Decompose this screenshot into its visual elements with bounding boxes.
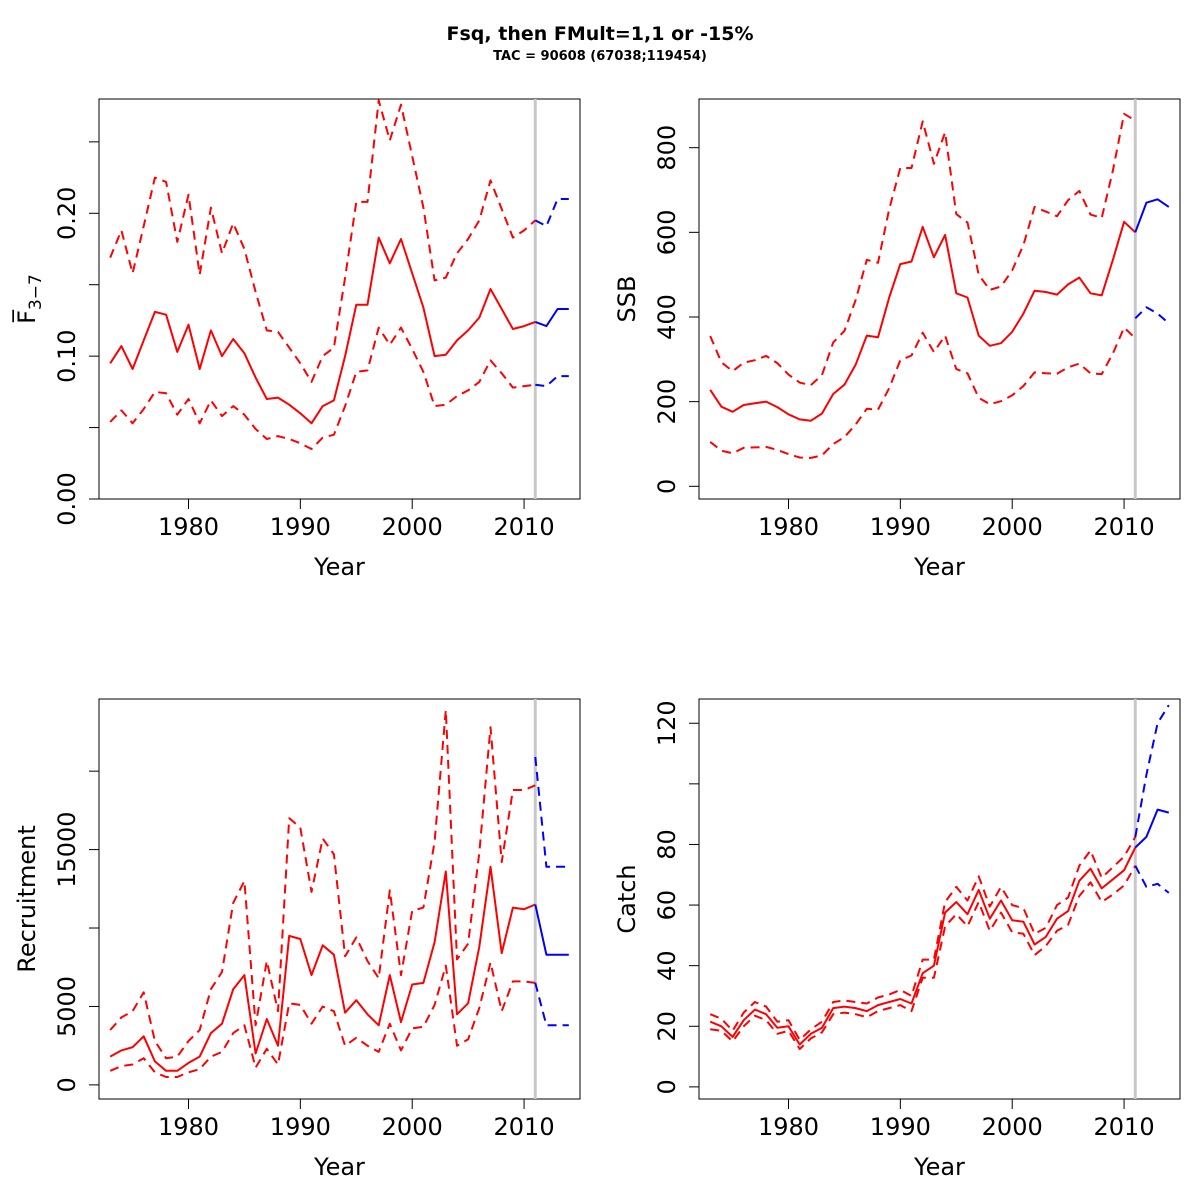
recruitment-x-tick-label: 2000 (382, 1113, 443, 1141)
ssb-plot-frame (698, 98, 1181, 500)
f-y-tick-label: 0.10 (53, 329, 81, 382)
recruitment-plot-frame (98, 698, 581, 1100)
catch-forecast-upper-line (1134, 704, 1170, 838)
ssb-y-tick-label: 200 (653, 379, 681, 425)
catch-x-axis-label: Year (913, 1153, 965, 1181)
f-x-tick-label: 1990 (270, 513, 331, 541)
ssb-forecast-lower-line (1134, 306, 1170, 325)
ssb-y-axis-label: SSB (613, 276, 641, 323)
recruitment-x-tick-label: 1980 (158, 1113, 219, 1141)
catch-forecast-median-line (1134, 808, 1170, 849)
f-y-tick-label: 0.00 (53, 472, 81, 525)
catch-forecast-lower-line (1134, 865, 1170, 894)
recruitment-forecast-median-line (534, 904, 569, 956)
f-history-median-line (109, 236, 536, 425)
panel-f: 1980 1990 2000 2010 0.00 0.10 0.20 Year F̅3−7 (12, 98, 581, 581)
f-x-tick-label: 2000 (382, 513, 443, 541)
f-forecast-upper-line (534, 198, 569, 228)
catch-y-axis-label-main: Catch (613, 864, 641, 933)
ssb-x-tick-label: 2000 (982, 513, 1043, 541)
recruitment-history-median-line (109, 865, 536, 1072)
catch-x-tick-label: 2000 (982, 1113, 1043, 1141)
panel-catch: 1980 1990 2000 2010 0 20 40 60 80 120 Year Catch (613, 698, 1181, 1181)
f-history-upper-line (109, 99, 536, 383)
ssb-history-median-line (709, 220, 1136, 422)
panel-ssb: 1980 1990 2000 2010 0 200 400 600 800 Year SSB (613, 98, 1181, 581)
ssb-y-tick-label: 0 (653, 479, 681, 494)
ssb-x-tick-label: 2010 (1094, 513, 1155, 541)
catch-y-axis-label: Catch (613, 864, 641, 933)
f-x-tick-label: 1980 (158, 513, 219, 541)
ssb-y-tick-label: 400 (653, 294, 681, 340)
catch-history-upper-line (709, 836, 1137, 1041)
f-x-axis-label: Year (313, 553, 365, 581)
f-y-axis-label: F̅3−7 (12, 274, 46, 324)
recruitment-y-tick-label: 15000 (53, 811, 81, 887)
ssb-y-tick-label: 600 (653, 209, 681, 255)
catch-y-tick-label: 20 (653, 1011, 681, 1042)
figure-subtitle: TAC = 90608 (67038;119454) (493, 49, 707, 64)
catch-y-tick-label: 120 (653, 700, 681, 746)
catch-plot-frame (698, 698, 1181, 1100)
f-plot-frame (98, 98, 581, 500)
ssb-y-tick-label: 800 (653, 125, 681, 171)
ssb-history-upper-line (709, 112, 1136, 387)
recruitment-forecast-upper-line (534, 756, 569, 868)
recruitment-x-tick-label: 1990 (270, 1113, 331, 1141)
recruitment-history-lower-line (109, 961, 536, 1078)
recruitment-history-upper-line (109, 709, 536, 1060)
recruitment-y-axis-label: Recruitment (13, 825, 41, 972)
f-history-lower-line (109, 326, 536, 450)
ssb-x-axis-label: Year (913, 553, 965, 581)
recruitment-y-tick-label: 0 (53, 1077, 81, 1092)
figure-title: Fsq, then FMult=1,1 or -15% (447, 23, 754, 45)
catch-x-tick-label: 2010 (1094, 1113, 1155, 1141)
ssb-forecast-median-line (1134, 198, 1170, 233)
f-forecast-median-line (534, 308, 569, 328)
catch-x-tick-label: 1990 (870, 1113, 931, 1141)
ssb-y-axis-label-main: SSB (613, 276, 641, 323)
recruitment-y-axis-label-main: Recruitment (13, 825, 41, 972)
catch-x-tick-label: 1980 (758, 1113, 819, 1141)
f-y-axis-label-main: F̅ (12, 309, 41, 324)
panel-recruitment: 1980 1990 2000 2010 0 5000 15000 Year Recruitmen… (13, 698, 581, 1181)
f-y-axis-label-subscript: 3−7 (26, 274, 46, 310)
recruitment-x-tick-label: 2010 (494, 1113, 555, 1141)
f-forecast-lower-line (535, 375, 569, 388)
ssb-x-tick-label: 1980 (758, 513, 819, 541)
ssb-history-lower-line (709, 326, 1136, 459)
catch-y-tick-label: 60 (653, 890, 681, 921)
catch-history-lower-line (710, 865, 1137, 1050)
catch-y-tick-label: 80 (653, 829, 681, 860)
recruitment-y-tick-label: 5000 (53, 976, 81, 1037)
ssb-x-tick-label: 1990 (870, 513, 931, 541)
recruitment-forecast-lower-line (534, 982, 569, 1027)
catch-history-median-line (709, 847, 1137, 1046)
f-x-tick-label: 2010 (494, 513, 555, 541)
recruitment-x-axis-label: Year (313, 1153, 365, 1181)
f-y-tick-label: 0.20 (53, 187, 81, 240)
catch-y-tick-label: 0 (653, 1079, 681, 1094)
catch-y-tick-label: 40 (653, 950, 681, 981)
